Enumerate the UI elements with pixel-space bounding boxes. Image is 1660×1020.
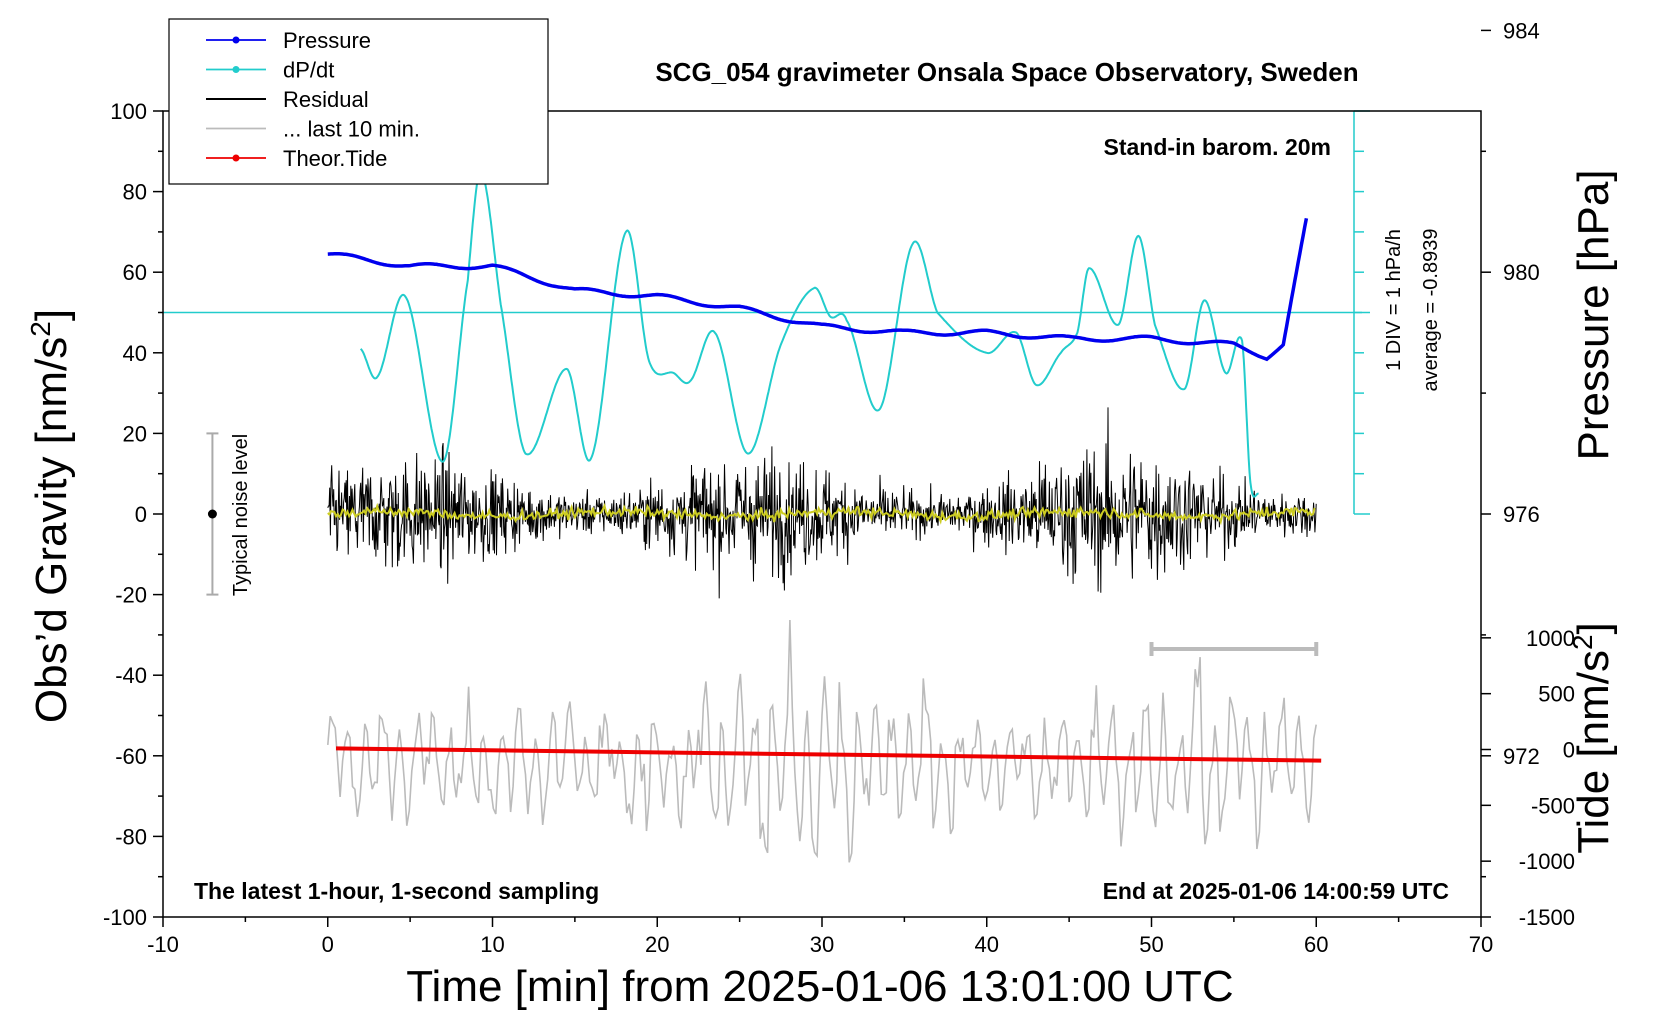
last-10-min-series [327,619,1317,863]
barometer-annotation: Stand-in barom. 20m [1104,134,1331,160]
legend-label: Pressure [283,28,371,53]
pressure-series [327,217,1309,362]
tide-tick-label: 1000 [1526,626,1575,651]
pressure-tick-label: 980 [1503,260,1540,285]
legend-marker [232,154,240,162]
y-tick-label: 40 [123,341,147,366]
tide-tick-label: -500 [1531,793,1575,818]
y-tick-label: -20 [115,583,147,608]
legend-marker [232,66,240,73]
theor-tide-series [335,746,1322,763]
tide-tick-label: 0 [1563,738,1575,763]
y-tick-label: -80 [115,824,147,849]
x-tick-label: 50 [1139,932,1163,957]
y-axis-title-pressure: Pressure [hPa] [1569,169,1618,460]
sampling-annotation: The latest 1-hour, 1-second sampling [194,878,599,904]
pressure-tick-label: 972 [1503,744,1540,769]
axes-layer: -10 0 10 20 30 40 50 60 70100806040200-20-40-60-… [103,18,1575,957]
x-tick-label: 60 [1304,932,1328,957]
x-tick-label: 20 [645,932,669,957]
x-tick-label: 70 [1469,932,1493,957]
y-axis-title-tide: Tide [nm/s2] [1567,622,1618,854]
dpdt-scale-label: 1 DIV = 1 hPa/h [1383,229,1405,371]
x-tick-label: 0 [322,932,334,957]
residual-series [327,407,1317,599]
dpdt-average-label: average = -0.8939 [1420,229,1442,392]
legend: Pressure dP/dt Residual ... last 10 min. The… [168,18,549,185]
end-time-annotation: End at 2025-01-06 14:00:59 UTC [1103,878,1449,904]
x-tick-label: -10 [147,932,179,957]
x-axis-title: Time [min] from 2025-01-06 13:01:00 UTC [406,962,1233,1011]
chart-title: SCG_054 gravimeter Onsala Space Observat… [655,57,1358,87]
y-tick-label: -40 [115,663,147,688]
legend-label: ... last 10 min. [283,117,420,142]
legend-label: dP/dt [283,58,334,83]
y-tick-label: 80 [123,180,147,205]
pressure-tick-label: 976 [1503,502,1540,527]
y-tick-label: 0 [135,502,147,527]
noise-level-marker [207,509,217,519]
y-tick-label: 60 [123,260,147,285]
series-layer [163,110,1370,863]
legend-label: Theor.Tide [283,146,387,171]
x-tick-label: 40 [975,932,999,957]
legend-box [168,18,549,185]
pressure-tick-label: 984 [1503,18,1540,43]
y-tick-label: -60 [115,744,147,769]
x-tick-label: 10 [480,932,504,957]
residual-smoothed-series [327,502,1316,526]
legend-label: Residual [283,87,369,112]
y-axis-title-left: Obs’d Gravity [nm/s2] [25,309,76,723]
dpdt-series [359,170,1259,498]
legend-marker [232,36,240,44]
noise-level-label: Typical noise level [230,434,252,596]
x-tick-label: 30 [810,932,834,957]
tide-tick-label: -1000 [1519,849,1575,874]
tide-tick-label: 500 [1538,682,1575,707]
y-tick-label: 20 [123,421,147,446]
y-tick-label: 100 [110,99,147,124]
y-tick-label: -100 [103,905,147,930]
tide-tick-label: -1500 [1519,905,1575,930]
